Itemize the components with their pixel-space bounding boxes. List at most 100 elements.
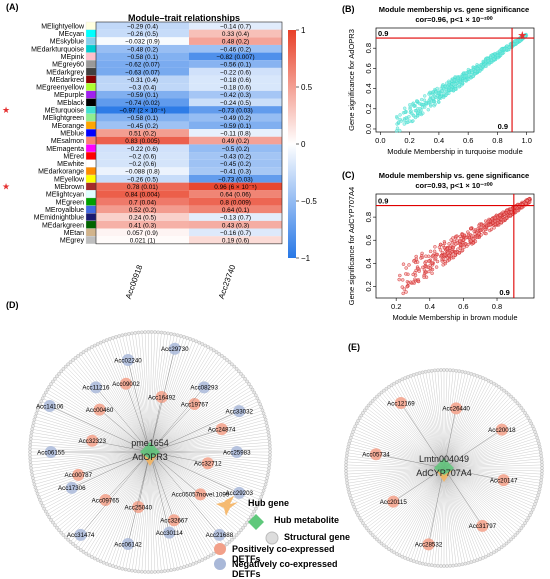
- data-point: [424, 259, 428, 264]
- data-point: [470, 70, 474, 74]
- data-point: [407, 119, 412, 123]
- module-color-swatch: [85, 228, 97, 237]
- data-point: [458, 242, 463, 247]
- structural-gene-node: [354, 421, 359, 426]
- structural-gene-node: [454, 563, 459, 567]
- heatmap-cell-label: 0.24 (0.5): [129, 215, 156, 222]
- module-label: MEdarkgrey: [46, 69, 84, 76]
- edge: [443, 467, 504, 481]
- module-color-swatch: [85, 220, 97, 229]
- edge: [355, 426, 445, 469]
- structural-gene-node: [95, 342, 100, 346]
- edge: [35, 416, 151, 453]
- module-label: MEdarkgreen: [42, 222, 84, 229]
- heatmap-cell-label: 0.021 (1): [130, 238, 156, 245]
- edge: [149, 337, 188, 453]
- scatter-c: Module membership vs. gene significance …: [347, 171, 535, 322]
- heatmap-cell: [96, 152, 189, 160]
- heatmap-cell-label: −0.48 (0.2): [127, 46, 158, 53]
- edge: [42, 451, 151, 506]
- structural-gene-node: [533, 430, 537, 434]
- data-point: [443, 84, 448, 89]
- positive-detf-node: [86, 434, 99, 447]
- structural-gene-node: [29, 430, 34, 435]
- edge: [149, 332, 152, 453]
- structural-gene-node: [93, 343, 97, 348]
- edge: [434, 370, 445, 469]
- positive-detf-node: [450, 402, 463, 415]
- structural-gene-node: [140, 330, 144, 335]
- data-point: [419, 97, 424, 102]
- structural-gene-node: [234, 367, 239, 371]
- structural-gene-node: [120, 567, 125, 571]
- structural-gene-node: [492, 381, 496, 386]
- data-point: [427, 101, 431, 105]
- heatmap-cell-label: −0.62 (0.07): [125, 62, 160, 69]
- positive-detf-node: [120, 377, 132, 390]
- heatmap-cell: [189, 197, 282, 206]
- structural-gene-node: [457, 369, 462, 373]
- edge: [443, 467, 529, 518]
- module-label: MEmidnightblue: [34, 215, 84, 222]
- structural-gene-node: [392, 550, 396, 555]
- structural-gene-node: [40, 503, 45, 508]
- structural-gene-node: [57, 528, 61, 532]
- data-point: [402, 118, 407, 122]
- edge: [78, 451, 151, 549]
- data-point: [460, 248, 465, 252]
- edge: [149, 395, 256, 453]
- negative-detf-node: [44, 446, 57, 458]
- structural-gene-node: [494, 383, 499, 388]
- structural-gene-node: [259, 495, 264, 499]
- edge: [443, 370, 454, 469]
- heatmap-cell-label: 0.52 (0.2): [129, 207, 156, 214]
- edge: [149, 451, 265, 488]
- module-label: MElightgreen: [43, 115, 84, 122]
- edge: [149, 429, 268, 453]
- heatmap-cell-label: −0.16 (0.7): [220, 230, 251, 237]
- structural-gene-node: [414, 372, 419, 376]
- edge: [70, 362, 151, 453]
- scatter-b-title: Module membership vs. gene significance: [379, 5, 529, 14]
- x-tick-label: 0.0: [375, 136, 385, 145]
- edge: [127, 359, 151, 453]
- structural-gene-node: [87, 553, 91, 558]
- edge: [348, 467, 445, 490]
- edge: [149, 348, 175, 453]
- structural-gene-node: [258, 402, 262, 406]
- edge: [443, 371, 460, 469]
- structural-gene-node: [35, 491, 40, 496]
- heatmap-cell-label: 0.64 (0.1): [222, 207, 249, 214]
- structural-gene-node: [354, 510, 359, 515]
- structural-gene-node: [28, 440, 33, 444]
- data-point: [508, 213, 513, 218]
- structural-gene-node: [475, 558, 479, 562]
- colorbar-tick-label: 1: [301, 26, 306, 35]
- y-tick-label: 0.4: [364, 83, 373, 93]
- heatmap-cell: [96, 190, 189, 198]
- structural-gene-node: [263, 482, 268, 487]
- structural-gene-node: [460, 562, 465, 567]
- data-point: [491, 54, 495, 58]
- edge: [149, 451, 232, 540]
- data-point: [440, 250, 445, 255]
- edge: [346, 464, 445, 469]
- structural-gene-node: [93, 556, 97, 561]
- structural-gene-node: [349, 435, 353, 440]
- edge: [92, 440, 151, 453]
- structural-gene-node: [263, 417, 268, 422]
- data-point: [411, 280, 415, 284]
- structural-gene-node: [203, 343, 207, 348]
- data-point: [460, 80, 465, 85]
- edge: [348, 446, 445, 469]
- structural-gene-node: [84, 348, 89, 353]
- structural-gene-node: [382, 388, 386, 393]
- data-point: [451, 245, 456, 250]
- structural-gene-node: [395, 380, 399, 384]
- detf-label: Acc11216: [82, 385, 110, 392]
- data-point: [477, 223, 481, 228]
- edge: [144, 332, 151, 453]
- edge: [30, 442, 151, 453]
- edge: [434, 467, 445, 566]
- module-color-swatch: [85, 90, 97, 99]
